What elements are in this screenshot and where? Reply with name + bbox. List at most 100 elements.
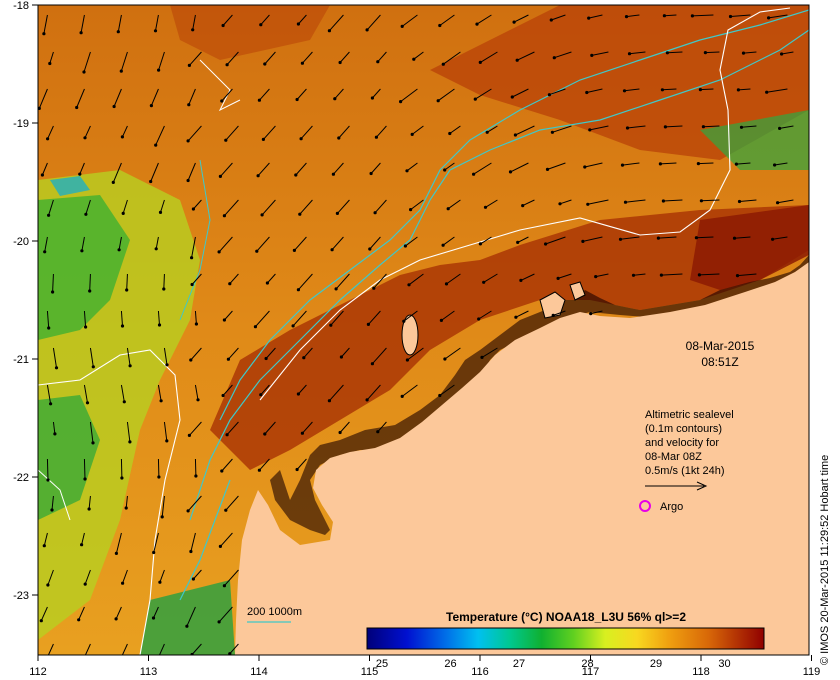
velocity-arrow — [341, 347, 350, 358]
velocity-arrow — [49, 51, 54, 64]
velocity-arrow-head — [114, 617, 118, 621]
x-tick-label: 114 — [250, 666, 268, 678]
velocity-arrow-head — [77, 618, 81, 622]
velocity-arrow — [411, 125, 424, 135]
velocity-arrow — [590, 310, 603, 315]
velocity-arrow — [554, 51, 572, 59]
velocity-arrow-head — [194, 474, 198, 478]
velocity-arrow — [547, 162, 566, 170]
velocity-arrow-head — [516, 240, 520, 244]
velocity-arrow — [259, 458, 270, 471]
velocity-arrow — [112, 162, 122, 183]
legend-line: (0.1m contours) — [645, 423, 722, 435]
sealevel-contour — [38, 349, 181, 655]
velocity-arrow — [294, 236, 307, 251]
velocity-arrow — [122, 199, 128, 214]
x-tick-label: 118 — [692, 666, 710, 678]
velocity-arrow-head — [120, 324, 125, 328]
velocity-arrow-head — [191, 207, 195, 211]
velocity-arrow-head — [292, 248, 296, 252]
velocity-arrow — [47, 125, 54, 140]
velocity-arrow — [264, 421, 276, 435]
velocity-arrow-head — [187, 63, 191, 67]
velocity-arrow — [150, 88, 159, 106]
velocity-arrow-head — [438, 393, 442, 398]
velocity-arrow-head — [40, 173, 45, 177]
velocity-arrow — [222, 384, 233, 396]
velocity-arrow — [298, 273, 313, 291]
velocity-arrow-head — [125, 288, 129, 292]
velocity-arrow-head — [186, 178, 190, 183]
velocity-arrow-head — [472, 172, 476, 176]
velocity-arrow-head — [587, 16, 591, 20]
velocity-arrow-head — [83, 582, 87, 586]
velocity-arrow — [738, 88, 751, 91]
velocity-arrow — [224, 569, 239, 587]
velocity-arrow — [439, 14, 455, 26]
velocity-arrow-head — [157, 656, 160, 659]
velocity-arrow-head — [443, 168, 447, 172]
velocity-arrow-head — [91, 441, 95, 445]
velocity-arrow — [406, 162, 418, 172]
velocity-arrow-head — [400, 24, 404, 28]
velocity-arrow-head — [589, 312, 593, 316]
velocity-arrow-head — [403, 244, 407, 248]
velocity-arrow-head — [222, 584, 226, 588]
velocity-arrow-head — [627, 52, 632, 56]
velocity-arrow-head — [84, 325, 88, 329]
velocity-arrow — [475, 88, 492, 100]
velocity-arrow-head — [594, 275, 598, 279]
velocity-arrow-head — [54, 366, 59, 370]
velocity-arrow — [369, 236, 381, 250]
velocity-arrow — [339, 51, 350, 63]
velocity-arrow-head — [333, 97, 337, 101]
velocity-arrow — [267, 273, 276, 284]
y-tick-label: -22 — [13, 472, 29, 484]
velocity-arrow-head — [778, 126, 782, 130]
velocity-arrow — [692, 14, 714, 17]
velocity-arrow — [117, 14, 122, 32]
velocity-arrow — [777, 199, 794, 204]
velocity-arrow — [588, 14, 603, 19]
velocity-arrow — [84, 125, 91, 139]
velocity-arrow — [47, 643, 54, 655]
velocity-arrow-head — [741, 51, 746, 55]
velocity-arrow-head — [217, 620, 221, 624]
velocity-arrow — [80, 14, 85, 33]
velocity-arrow-head — [302, 356, 306, 360]
cool-patch-ne — [700, 110, 809, 170]
velocity-arrow-head — [547, 93, 552, 97]
velocity-arrow — [620, 236, 640, 240]
velocity-arrow — [331, 236, 344, 251]
velocity-arrow — [595, 273, 609, 278]
velocity-arrow-head — [265, 281, 269, 285]
y-tick-label: -19 — [13, 118, 29, 130]
velocity-arrow-head — [586, 202, 590, 206]
velocity-arrow — [260, 384, 270, 396]
velocity-arrow-head — [165, 363, 169, 367]
velocity-arrow-head — [478, 60, 482, 64]
velocity-arrow-head — [264, 356, 268, 361]
velocity-arrow-head — [190, 256, 194, 260]
velocity-arrow-head — [556, 276, 560, 280]
y-tick-label: -20 — [13, 236, 29, 248]
velocity-arrow-head — [448, 131, 452, 136]
velocity-arrow — [443, 51, 461, 65]
velocity-arrow — [551, 14, 566, 21]
warm-core-east — [690, 205, 809, 290]
velocity-arrow-head — [157, 323, 162, 327]
velocity-arrow-head — [407, 283, 411, 287]
velocity-arrow-head — [91, 365, 95, 369]
legend-line: 08-Mar 08Z — [645, 451, 702, 463]
velocity-arrow — [589, 125, 609, 131]
argo-marker — [639, 500, 651, 512]
velocity-arrow — [163, 421, 168, 441]
velocity-arrow — [627, 125, 646, 129]
velocity-arrow-head — [79, 31, 83, 35]
velocity-arrow-head — [618, 237, 623, 241]
velocity-arrow — [187, 162, 196, 181]
depth-contour-nw — [179, 159, 211, 321]
velocity-arrow-head — [438, 23, 442, 28]
velocity-arrow-head — [663, 125, 668, 129]
velocity-arrow — [161, 495, 165, 517]
